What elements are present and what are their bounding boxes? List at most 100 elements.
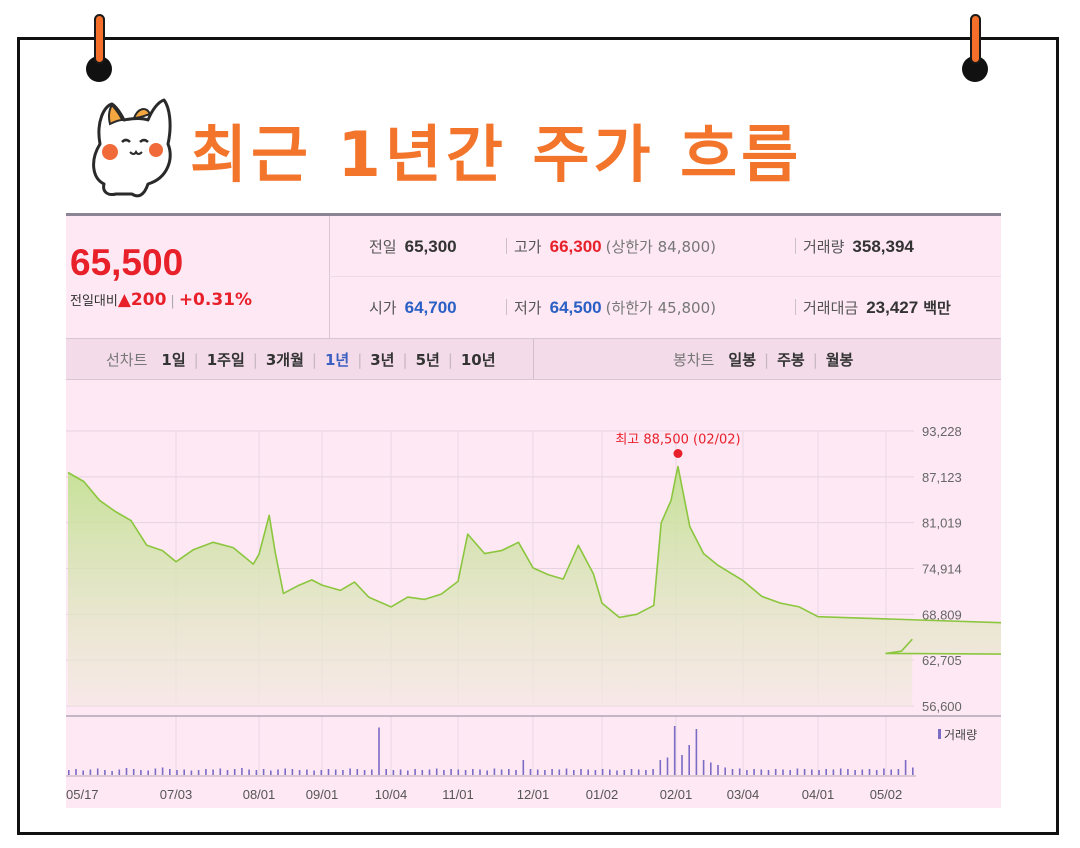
volume-bar <box>277 769 279 775</box>
stats-row: 전일 65,300 고가 66,300 (상한가 84,800) 거래량 358,394 <box>329 216 1001 277</box>
x-tick-label: 08/01 <box>243 787 276 802</box>
stat-label: 시가 <box>369 299 397 317</box>
volume-bar <box>875 770 878 775</box>
tab-period-0[interactable]: 1일 <box>161 351 186 369</box>
volume-bar <box>616 770 618 775</box>
stat-divider <box>795 299 796 315</box>
volume-bar <box>75 769 77 775</box>
volume-bar <box>450 769 452 775</box>
x-tick-label: 10/04 <box>375 787 408 802</box>
volume-bar <box>392 770 395 775</box>
stat-amount: 거래대금 23,427 백만 <box>803 297 951 318</box>
volume-bar <box>904 760 907 775</box>
volume-bar <box>407 770 409 775</box>
volume-bar <box>883 768 885 775</box>
pin-left <box>86 14 112 84</box>
volume-bar <box>443 770 445 775</box>
volume-legend-swatch <box>938 729 941 739</box>
volume-bar <box>486 770 488 775</box>
pin-stick <box>94 14 105 64</box>
volume-bar <box>789 770 791 775</box>
stat-divider <box>506 238 507 254</box>
max-marker <box>673 448 683 458</box>
stat-value: 65,300 <box>404 237 457 256</box>
tab-candle-2[interactable]: 월봉 <box>825 351 854 369</box>
price-area-fill <box>68 466 1001 706</box>
tab-separator: | <box>252 351 258 369</box>
volume-bar <box>695 729 698 775</box>
tab-period-6[interactable]: 10년 <box>460 351 496 369</box>
volume-bar <box>349 768 351 775</box>
volume-bar <box>385 769 387 775</box>
volume-bar <box>68 770 70 775</box>
pin-right <box>962 14 988 84</box>
volume-bar <box>248 769 250 775</box>
volume-bar <box>587 769 589 775</box>
tab-separator: | <box>357 351 363 369</box>
volume-bar <box>313 770 315 775</box>
volume-bar <box>270 770 272 775</box>
tab-separator: | <box>447 351 453 369</box>
change-separator: | <box>170 294 175 309</box>
volume-bar <box>132 769 135 775</box>
volume-bar <box>327 769 330 775</box>
stat-value: 66,300 <box>549 237 602 256</box>
tab-period-3[interactable]: 1년 <box>324 351 350 369</box>
volume-bar <box>594 770 597 775</box>
stat-label: 거래대금 <box>803 299 859 317</box>
x-tick-label: 05/17 <box>66 787 99 802</box>
tab-period-2[interactable]: 3개월 <box>265 351 304 369</box>
volume-bar <box>645 770 647 775</box>
chart-tabs: 선차트 1일 | 1주일 | 3개월 | 1년 | 3년 | 5년 | 10년 봉차트 일봉 | 주봉 | 월봉 <box>66 338 1001 380</box>
stat-extra: (상한가 84,800) <box>605 238 716 256</box>
volume-bar <box>551 769 553 775</box>
y-tick-label: 56,600 <box>922 699 962 714</box>
volume-bar <box>233 769 236 775</box>
volume-bar <box>306 769 308 775</box>
period-tabs: 선차트 1일 | 1주일 | 3개월 | 1년 | 3년 | 5년 | 10년 <box>106 349 496 370</box>
volume-bar <box>255 770 258 775</box>
volume-bar <box>565 768 568 775</box>
price-line <box>67 465 1001 655</box>
up-arrow-icon: ▲ <box>117 290 131 310</box>
x-tick-label: 09/01 <box>306 787 339 802</box>
volume-bar <box>154 768 157 775</box>
volume-bar <box>414 769 416 775</box>
stat-value: 23,427 <box>866 298 919 317</box>
price-area: 65,500 전일대비▲200 | +0.31% <box>66 216 330 338</box>
volume-bar <box>702 760 705 775</box>
volume-bar <box>854 770 856 775</box>
volume-bar <box>811 769 813 775</box>
volume-bar <box>861 769 864 775</box>
tab-period-5[interactable]: 5년 <box>415 351 440 369</box>
volume-bar <box>284 768 286 775</box>
volume-bar <box>226 770 229 775</box>
volume-bar <box>219 768 222 775</box>
tab-separator: | <box>311 351 317 369</box>
volume-bar <box>623 770 626 775</box>
volume-bar <box>673 726 676 775</box>
volume-bar <box>637 769 640 775</box>
volume-bar <box>912 767 914 775</box>
volume-bar <box>190 770 193 775</box>
x-tick-label: 04/01 <box>802 787 835 802</box>
volume-bar <box>630 769 633 775</box>
tab-period-4[interactable]: 3년 <box>370 351 395 369</box>
volume-bar <box>457 769 460 775</box>
volume-bar <box>508 769 510 775</box>
volume-bar <box>472 769 474 775</box>
stat-value: 64,700 <box>404 298 457 317</box>
tab-candle-1[interactable]: 주봉 <box>777 351 805 369</box>
volume-bar <box>125 768 128 775</box>
volume-bar <box>197 770 200 775</box>
cat-mascot-icon <box>92 98 172 198</box>
max-annotation: 최고 88,500 (02/02) <box>615 432 740 447</box>
tab-candle-0[interactable]: 일봉 <box>728 351 757 369</box>
volume-bar <box>500 769 503 775</box>
tab-period-1[interactable]: 1주일 <box>206 351 245 369</box>
tab-separator: | <box>812 351 818 369</box>
volume-bar <box>825 769 827 775</box>
y-tick-label: 74,914 <box>922 562 962 577</box>
x-tick-label: 05/02 <box>870 787 903 802</box>
tab-separator: | <box>764 351 770 369</box>
